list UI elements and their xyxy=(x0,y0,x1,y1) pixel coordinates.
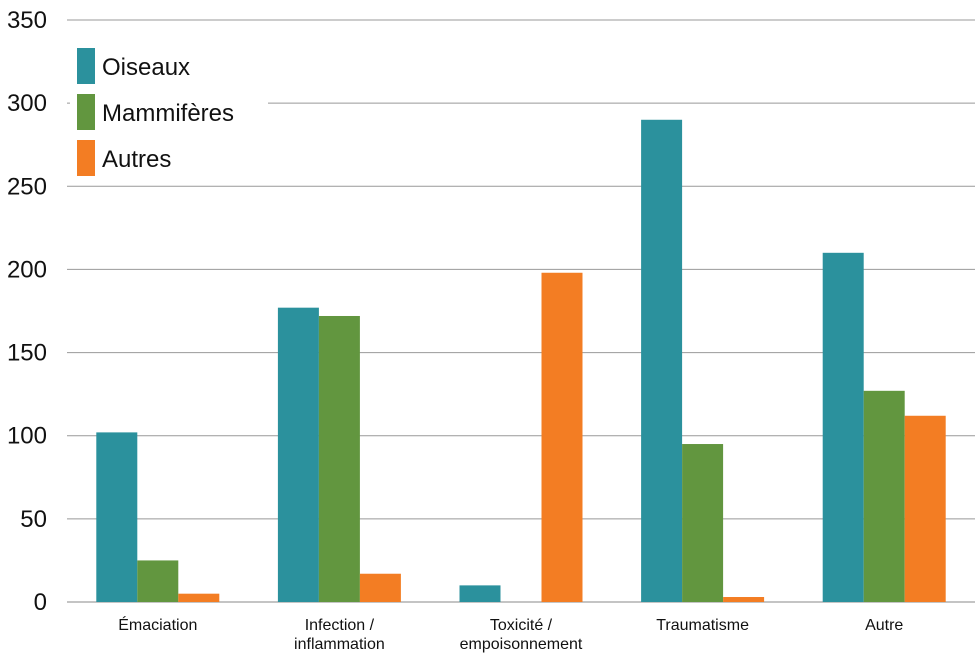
legend: Oiseaux Mammifères Autres xyxy=(70,35,268,185)
legend-swatch xyxy=(77,94,95,130)
bar xyxy=(178,593,220,602)
bar xyxy=(277,307,319,602)
x-tick-label-line: Émaciation xyxy=(118,615,197,634)
legend-label: Autres xyxy=(102,146,171,173)
bar xyxy=(822,252,864,603)
bars xyxy=(96,119,946,603)
y-tick-label: 300 xyxy=(7,90,47,117)
bar xyxy=(137,560,179,602)
y-tick-label: 100 xyxy=(7,423,47,450)
legend-background xyxy=(70,35,268,185)
legend-swatch xyxy=(77,48,95,84)
x-axis: Émaciation Infection / inflammation Toxicit… xyxy=(67,601,975,653)
y-axis: 0 50 100 150 200 250 300 350 xyxy=(7,7,47,616)
y-tick-label: 50 xyxy=(20,506,47,533)
y-tick-label: 0 xyxy=(34,589,47,616)
legend-label: Oiseaux xyxy=(102,54,190,81)
bar xyxy=(863,390,905,602)
x-tick-label: Autre xyxy=(865,617,903,634)
x-tick-label: Infection / inflammation xyxy=(294,617,385,653)
legend-swatch xyxy=(77,140,95,176)
x-tick-label-line: Infection / xyxy=(305,617,375,634)
bar xyxy=(904,415,946,602)
bar xyxy=(318,315,360,602)
x-tick-label: Émaciation xyxy=(118,615,197,634)
x-tick-label: Traumatisme xyxy=(656,617,749,634)
bar xyxy=(641,119,683,603)
x-tick-label-line: inflammation xyxy=(294,636,385,653)
x-tick-label-line: empoisonnement xyxy=(460,636,583,653)
x-tick-label-line: Autre xyxy=(865,617,903,634)
bar xyxy=(359,573,401,602)
y-tick-label: 150 xyxy=(7,340,47,367)
y-tick-label: 350 xyxy=(7,7,47,34)
y-tick-label: 200 xyxy=(7,256,47,283)
bar xyxy=(682,444,724,602)
y-tick-label: 250 xyxy=(7,173,47,200)
x-tick-label-line: Toxicité / xyxy=(490,617,553,634)
x-tick-label: Toxicité / empoisonnement xyxy=(460,617,583,653)
bar xyxy=(541,272,583,602)
bar xyxy=(459,585,501,602)
bar xyxy=(96,432,138,602)
x-tick-label-line: Traumatisme xyxy=(656,617,749,634)
legend-label: Mammifères xyxy=(102,100,234,127)
bar xyxy=(723,597,765,602)
